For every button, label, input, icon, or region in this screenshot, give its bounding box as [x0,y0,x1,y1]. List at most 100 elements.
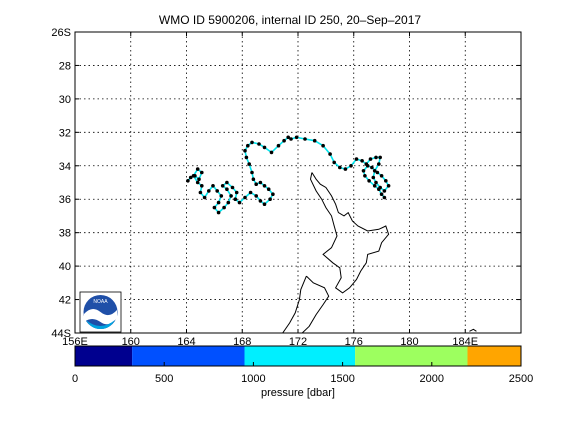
lat-tick-label: 28 [59,60,71,72]
profile-point [247,162,251,166]
profile-point [243,148,247,153]
profile-point [379,174,384,178]
profile-point [360,159,364,163]
profile-point [271,192,275,196]
profile-point [262,202,267,206]
lon-tick-label: 164 [177,336,195,348]
profile-point [282,138,286,143]
profile-point [250,170,254,175]
lat-tick-label: 40 [59,261,71,273]
profile-point [367,179,371,183]
profile-point [254,182,258,186]
profile-point [368,157,373,161]
profile-point [371,175,376,180]
profile-point [197,177,201,181]
profile-point [286,135,291,140]
profile-point [195,180,200,185]
profile-point [276,143,281,148]
lon-tick-label: 168 [233,336,251,348]
profile-point [268,197,272,201]
lat-tick-label: 36 [59,194,71,206]
colorbar-tick-label: 1000 [241,373,265,385]
colorbar-segment [244,346,356,366]
profile-point [248,190,253,195]
profile-point [386,184,391,188]
profile-point [374,180,378,185]
profile-point [384,179,388,183]
south-island-coastline [281,275,330,334]
profile-point [294,135,299,140]
lat-tick-label: 34 [59,161,71,173]
profile-point [258,199,263,203]
profile-point [354,157,359,161]
profile-point [220,184,225,188]
colorbar-tick-label: 0 [72,373,78,385]
profile-point [202,195,207,200]
profile-point [244,155,249,160]
profile-point [372,169,377,173]
north-island-coastline [309,172,390,294]
profile-point [211,184,215,188]
colorbar-tick-label: 1500 [330,373,354,385]
profile-point [257,142,261,146]
profile-point [222,205,226,210]
profile-point [198,190,203,195]
profile-point [378,155,383,160]
profile-point [251,177,256,181]
colorbar-tick-label: 2000 [420,373,444,385]
lon-tick-label: 180 [400,336,418,348]
profile-point [303,137,307,141]
profile-point [382,195,387,200]
colorbar-tick-label: 500 [155,373,173,385]
lon-tick-label: 184E [452,336,478,348]
lat-tick-label: 32 [59,127,71,139]
noaa-logo-bird [84,308,117,325]
profile-point [186,179,190,183]
colorbar: 0 500 1000 1500 2000 2500 pressure [dbar] [72,345,533,399]
map-title: WMO ID 5900206, internal ID 250, 20–Sep–… [159,13,421,27]
profile-point [370,165,374,170]
profile-point [191,174,196,178]
profile-point [328,152,332,156]
profile-point [332,160,337,165]
colorbar-label: pressure [dbar] [261,387,335,399]
coastline [281,172,477,334]
chatham-islands-coastline [469,328,477,332]
colorbar-segments [75,346,521,366]
profile-point [258,180,263,185]
profile-point [243,195,247,200]
profile-point [375,170,380,175]
noaa-logo: NOAA [79,291,122,333]
profile-point [312,138,317,143]
noaa-logo-sea [86,320,115,329]
profile-point [234,190,239,195]
colorbar-segment [132,346,245,366]
profile-point [188,175,193,180]
profile-point [262,145,267,150]
profile-point [382,189,387,193]
colorbar-segment [355,346,468,366]
profile-point [338,165,342,170]
profile-point [216,200,221,205]
profile-point [200,184,204,188]
profile-point [349,164,353,168]
longitude-labels: 156E 160 164 168 172 176 180 184E [62,336,478,348]
latitude-labels: 26S 28 30 32 34 36 38 40 42 44S [51,27,71,340]
lat-tick-label: 44S [51,328,71,340]
colorbar-segment [75,346,133,366]
profile-point [230,185,235,190]
profile-point [215,189,219,193]
profile-point [372,184,377,188]
profile-point [250,140,254,145]
grid-lines [74,31,521,334]
profile-point [374,155,378,160]
profile-point [269,150,274,155]
noaa-logo-text: NOAA [93,299,108,305]
lat-tick-label: 42 [59,295,71,307]
profile-point [377,162,381,166]
colorbar-segment [467,346,521,366]
profile-point [262,184,267,188]
profile-point [343,167,348,171]
profile-point [200,170,204,175]
